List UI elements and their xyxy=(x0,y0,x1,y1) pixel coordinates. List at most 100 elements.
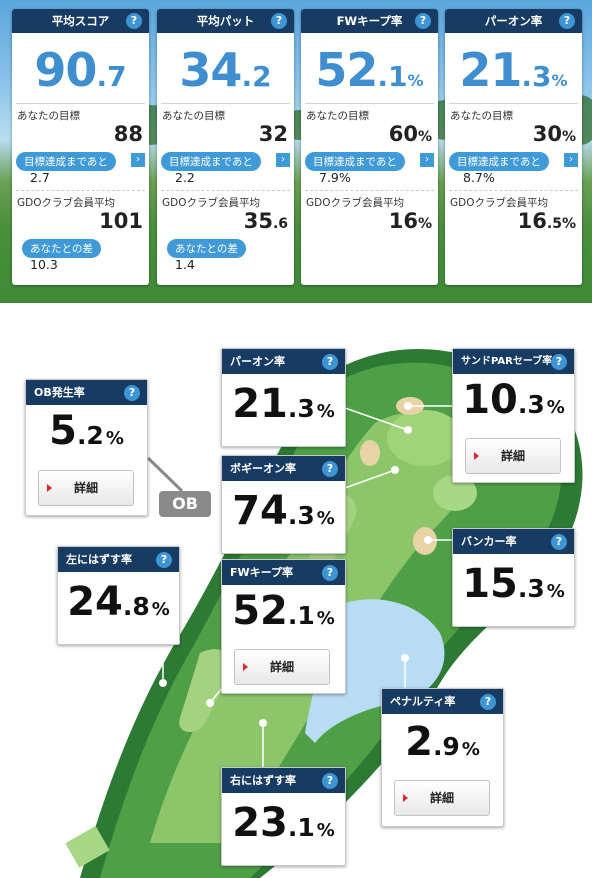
arrow-right-icon[interactable]: › xyxy=(131,153,145,167)
card-header: 平均スコア? xyxy=(12,9,149,33)
card-value: 21.3% xyxy=(232,381,335,427)
detail-button[interactable]: 詳細 xyxy=(234,649,330,685)
to-goal-pill: 目標達成まであと xyxy=(449,152,549,171)
to-goal-pill: 目標達成まであと xyxy=(305,152,405,171)
to-goal-value: 2.7 xyxy=(30,170,50,185)
card-header: サンドPARセーブ率? xyxy=(453,349,574,374)
help-icon[interactable]: ? xyxy=(322,773,338,789)
card-title: 左にはずす率 xyxy=(66,553,132,566)
card-header: バンカー率? xyxy=(453,529,574,554)
card-header: ボギーオン率? xyxy=(222,456,345,481)
avg-value: 16% xyxy=(388,209,432,233)
arrow-right-icon[interactable]: › xyxy=(564,153,578,167)
card-title: FWキープ率 xyxy=(230,566,293,579)
card-title: ボギーオン率 xyxy=(230,462,296,475)
ob-connector xyxy=(146,456,184,493)
avg-label: GDOクラブ会員平均 xyxy=(162,197,260,209)
avg-value: 35.6 xyxy=(243,209,288,233)
avg-value: 16.5% xyxy=(517,209,576,233)
to-goal-value: 7.9% xyxy=(319,170,351,185)
diff-value: 10.3 xyxy=(30,257,58,272)
card-title: FWキープ率 xyxy=(336,14,403,28)
stat-card-sandsave: サンドPARセーブ率? 10.3% 詳細 xyxy=(452,348,575,483)
help-icon[interactable]: ? xyxy=(126,13,142,29)
card-title: パーオン率 xyxy=(230,355,285,368)
summary-card-score: 平均スコア? 90.7 あなたの目標 88 目標達成まであと › 2.7 GDOク… xyxy=(12,9,149,285)
card-value: 2.9% xyxy=(405,719,480,765)
card-header: 平均パット? xyxy=(157,9,294,33)
main-value: 34.2 xyxy=(179,43,272,97)
to-goal-value: 2.2 xyxy=(175,170,195,185)
goal-label: あなたの目標 xyxy=(162,110,225,122)
main-value: 90.7 xyxy=(34,43,127,97)
stat-card-fwkeep: FWキープ率? 52.1% 詳細 xyxy=(221,559,346,694)
avg-label: GDOクラブ会員平均 xyxy=(450,197,548,209)
summary-card-paron: パーオン率? 21.3% あなたの目標 30% 目標達成まであと › 8.7% G… xyxy=(445,9,582,285)
diff-value: 1.4 xyxy=(175,257,195,272)
card-title: サンドPARセーブ率 xyxy=(461,356,553,367)
card-title: OB発生率 xyxy=(34,386,85,399)
goal-label: あなたの目標 xyxy=(450,110,513,122)
help-icon[interactable]: ? xyxy=(551,534,567,550)
avg-label: GDOクラブ会員平均 xyxy=(306,197,404,209)
card-header: ペナルティ率? xyxy=(382,689,503,714)
card-value: 15.3% xyxy=(462,561,565,607)
detail-button[interactable]: 詳細 xyxy=(465,438,561,474)
help-icon[interactable]: ? xyxy=(559,13,575,29)
card-header: FWキープ率? xyxy=(301,9,438,33)
card-value: 74.3% xyxy=(232,488,335,534)
stat-card-bogeyon: ボギーオン率? 74.3% xyxy=(221,455,346,554)
help-icon[interactable]: ? xyxy=(322,461,338,477)
stat-card-penalty: ペナルティ率? 2.9% 詳細 xyxy=(381,688,504,827)
ob-tag: OB xyxy=(159,491,211,517)
card-title: ペナルティ率 xyxy=(390,695,456,708)
card-value: 23.1% xyxy=(232,800,335,846)
goal-label: あなたの目標 xyxy=(17,110,80,122)
main-value: 21.3% xyxy=(459,43,568,97)
stat-card-ob: OB発生率? 5.2% 詳細 xyxy=(25,379,148,516)
bunker-shape xyxy=(360,440,380,466)
arrow-right-icon[interactable]: › xyxy=(420,153,434,167)
connector-dots xyxy=(159,402,432,727)
to-goal-pill: 目標達成まであと xyxy=(161,152,261,171)
tee-box xyxy=(65,825,110,868)
fairway-stripe xyxy=(179,649,231,733)
avg-label: GDOクラブ会員平均 xyxy=(17,197,115,209)
stat-card-left-miss: 左にはずす率? 24.8% xyxy=(57,546,180,645)
summary-card-fwkeep: FWキープ率? 52.1% あなたの目標 60% 目標達成まであと › 7.9% … xyxy=(301,9,438,285)
help-icon[interactable]: ? xyxy=(124,385,140,401)
detail-button[interactable]: 詳細 xyxy=(38,470,134,506)
avg-value: 101 xyxy=(99,209,143,233)
help-icon[interactable]: ? xyxy=(415,13,431,29)
card-title: 右にはずす率 xyxy=(230,774,296,787)
card-value: 24.8% xyxy=(67,579,170,625)
card-header: パーオン率? xyxy=(222,349,345,374)
help-icon[interactable]: ? xyxy=(271,13,287,29)
to-goal-value: 8.7% xyxy=(463,170,495,185)
card-title: 平均パット xyxy=(196,14,255,28)
putting-green xyxy=(387,410,463,466)
goal-value: 30% xyxy=(532,122,576,146)
help-icon[interactable]: ? xyxy=(322,565,338,581)
help-icon[interactable]: ? xyxy=(480,694,496,710)
goal-value: 32 xyxy=(258,122,288,146)
main-value: 52.1% xyxy=(315,43,424,97)
green-area xyxy=(433,475,477,511)
goal-label: あなたの目標 xyxy=(306,110,369,122)
card-value: 5.2% xyxy=(49,408,124,454)
card-value: 52.1% xyxy=(232,588,335,634)
detail-button[interactable]: 詳細 xyxy=(394,780,490,816)
card-title: バンカー率 xyxy=(461,535,517,548)
arrow-right-icon[interactable]: › xyxy=(276,153,290,167)
help-icon[interactable]: ? xyxy=(322,354,338,370)
diff-pill: あなたとの差 xyxy=(22,239,101,258)
card-header: OB発生率? xyxy=(26,380,147,405)
goal-value: 88 xyxy=(113,122,143,146)
stat-card-right-miss: 右にはずす率? 23.1% xyxy=(221,767,346,866)
help-icon[interactable]: ? xyxy=(551,354,567,370)
card-title: 平均スコア xyxy=(51,14,110,28)
card-title: パーオン率 xyxy=(484,14,543,28)
card-header: 左にはずす率? xyxy=(58,547,179,572)
goal-value: 60% xyxy=(388,122,432,146)
help-icon[interactable]: ? xyxy=(156,552,172,568)
